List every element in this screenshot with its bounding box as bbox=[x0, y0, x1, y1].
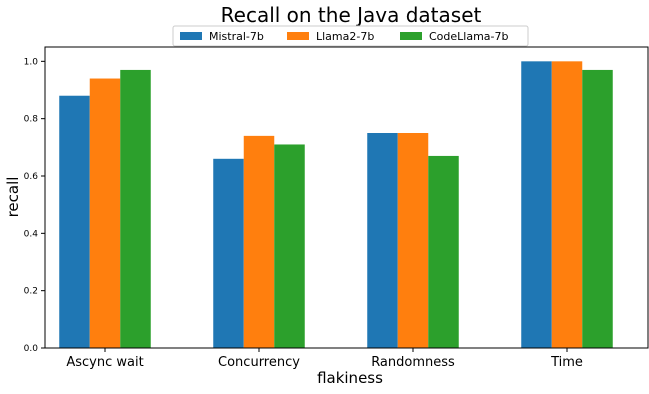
bar-llama2-7b-1 bbox=[243, 135, 275, 348]
bar-llama2-7b-2 bbox=[397, 133, 429, 348]
x-axis: Ascync wait Concurrency Randomness Time bbox=[66, 348, 583, 370]
y-tick-label: 0.0 bbox=[24, 344, 39, 354]
x-tick-label: Concurrency bbox=[218, 355, 300, 370]
y-tick-label: 0.4 bbox=[24, 229, 39, 239]
x-tick-label: Time bbox=[550, 355, 583, 370]
bar-llama2-7b-3 bbox=[551, 61, 583, 348]
legend-swatch bbox=[180, 32, 202, 40]
legend: Mistral-7b Llama2-7b CodeLlama-7b bbox=[172, 25, 529, 47]
bar-codellama-7b-2 bbox=[428, 155, 459, 348]
legend-item: Llama2-7b bbox=[287, 30, 374, 43]
legend-item: CodeLlama-7b bbox=[400, 30, 509, 43]
x-axis-label: flakiness bbox=[317, 369, 383, 387]
bar-llama2-7b-0 bbox=[89, 78, 121, 348]
chart-title: Recall on the Java dataset bbox=[221, 3, 482, 27]
bars bbox=[59, 61, 613, 349]
bar-codellama-7b-1 bbox=[274, 144, 305, 348]
legend-swatch bbox=[400, 32, 422, 40]
legend-frame bbox=[172, 25, 529, 47]
bar-mistral-7b-1 bbox=[213, 158, 244, 348]
x-tick-label: Ascync wait bbox=[66, 355, 143, 370]
y-axis: 0.0 0.2 0.4 0.6 0.8 1.0 bbox=[24, 57, 45, 354]
bar-mistral-7b-0 bbox=[59, 95, 90, 348]
legend-label: CodeLlama-7b bbox=[429, 30, 509, 43]
plot-frame bbox=[44, 46, 649, 349]
y-tick-label: 1.0 bbox=[24, 57, 39, 67]
x-tick-label: Randomness bbox=[371, 355, 455, 370]
legend-label: Mistral-7b bbox=[209, 30, 264, 43]
y-axis-label: recall bbox=[4, 177, 22, 218]
y-tick-label: 0.6 bbox=[24, 172, 39, 182]
bar-codellama-7b-3 bbox=[582, 69, 613, 349]
y-tick-label: 0.8 bbox=[24, 115, 39, 125]
legend-swatch bbox=[287, 32, 309, 40]
bar-mistral-7b-2 bbox=[367, 133, 398, 348]
bar-mistral-7b-3 bbox=[521, 61, 552, 348]
bar-codellama-7b-0 bbox=[120, 69, 151, 349]
y-tick-label: 0.2 bbox=[24, 287, 38, 297]
legend-label: Llama2-7b bbox=[316, 30, 374, 43]
legend-item: Mistral-7b bbox=[180, 30, 264, 43]
